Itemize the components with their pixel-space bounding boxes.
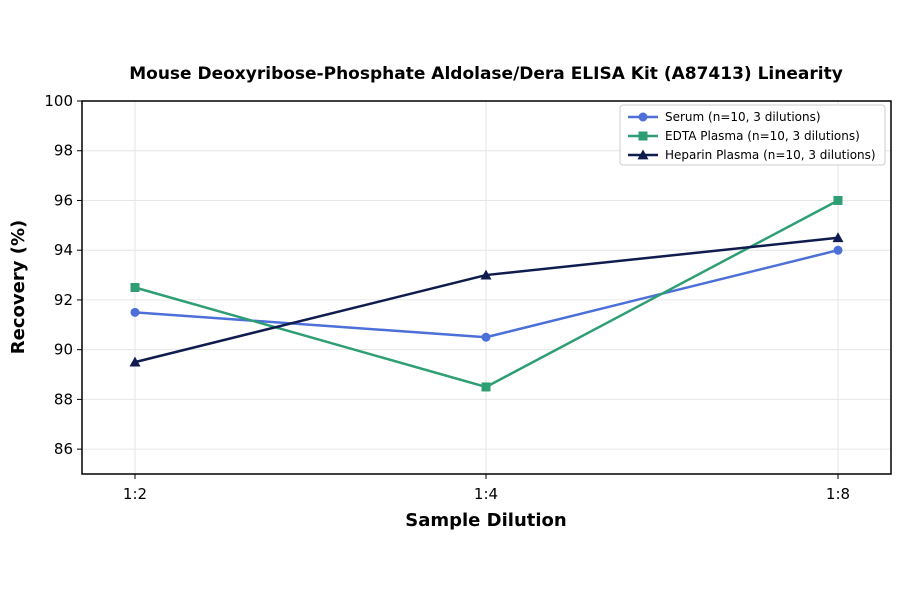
chart-title: Mouse Deoxyribose-Phosphate Aldolase/Der… (129, 64, 843, 84)
x-tick-label: 1:4 (474, 485, 498, 503)
data-point (833, 245, 843, 255)
legend-box (619, 104, 886, 166)
legend-marker (638, 131, 648, 141)
y-tick-label: 90 (54, 341, 73, 359)
legend-label: EDTA Plasma (n=10, 3 dilutions) (665, 129, 860, 143)
legend-label: Serum (n=10, 3 dilutions) (665, 110, 821, 124)
data-point (481, 332, 491, 342)
y-tick-label: 96 (54, 191, 73, 209)
grid (82, 101, 891, 474)
y-tick-label: 98 (54, 142, 73, 160)
data-point (130, 283, 140, 292)
y-tick-label: 92 (54, 291, 73, 309)
y-axis-label: Recovery (%) (8, 220, 29, 354)
y-tick-label: 94 (54, 241, 73, 259)
legend-marker (638, 112, 648, 122)
data-point (129, 356, 141, 367)
data-point (481, 382, 491, 392)
x-tick-label: 1:2 (123, 485, 147, 503)
y-tick-label: 88 (54, 390, 73, 408)
legend: Serum (n=10, 3 dilutions) EDTA Plasma (n=… (619, 104, 886, 166)
data-point (480, 269, 492, 280)
series-2 (129, 232, 844, 367)
legend-label: Heparin Plasma (n=10, 3 dilutions) (665, 148, 876, 162)
legend-marker (637, 149, 649, 160)
x-axis-label: Sample Dilution (405, 510, 566, 531)
data-point (832, 232, 844, 243)
series-1 (130, 195, 843, 392)
data-point (833, 195, 843, 205)
x-axis-ticks: 1:2 1:4 1:8 (123, 474, 850, 503)
data-point (130, 307, 140, 317)
y-tick-label: 100 (44, 92, 73, 110)
y-tick-label: 86 (54, 440, 73, 458)
y-axis-ticks: 86 88 90 92 94 96 98 100 (44, 92, 82, 458)
series-group (129, 195, 844, 392)
x-tick-label: 1:8 (826, 485, 850, 503)
